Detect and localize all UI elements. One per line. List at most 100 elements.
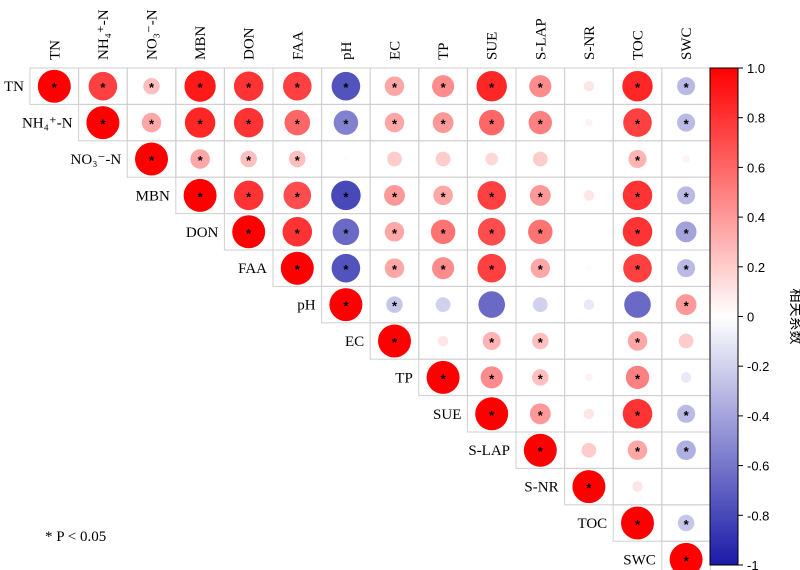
correlation-circle xyxy=(583,408,595,420)
colorbar-tick-label: 0.2 xyxy=(747,260,765,275)
correlation-circle xyxy=(283,181,312,210)
significance-star: * xyxy=(100,80,106,95)
significance-star: * xyxy=(392,117,398,132)
correlation-circle xyxy=(675,221,697,243)
correlation-circle xyxy=(585,118,593,127)
colorbar-tick-label: 0 xyxy=(747,310,754,325)
significance-star: * xyxy=(684,262,690,277)
correlation-circle xyxy=(477,181,506,210)
significance-star: * xyxy=(100,117,106,132)
correlation-circle xyxy=(621,506,654,540)
colorbar-tick-label: -0.6 xyxy=(747,459,769,474)
significance-star: * xyxy=(635,335,641,350)
significance-star: * xyxy=(246,117,252,132)
correlation-circle xyxy=(677,186,696,205)
significance-star: * xyxy=(538,335,544,350)
correlation-circle xyxy=(331,180,361,211)
significance-star: * xyxy=(198,189,204,204)
significance-star: * xyxy=(684,408,690,423)
significance-star: * xyxy=(246,153,252,168)
correlation-circle xyxy=(586,265,592,271)
correlation-circle xyxy=(622,217,653,247)
correlation-circle xyxy=(677,77,696,96)
significance-star: * xyxy=(392,189,398,204)
significance-star: * xyxy=(684,226,690,241)
correlation-circle xyxy=(528,110,552,135)
correlation-circle xyxy=(485,152,499,166)
significance-star: * xyxy=(198,80,204,95)
significance-star: * xyxy=(52,80,58,95)
significance-star: * xyxy=(343,80,349,95)
significance-star: * xyxy=(343,117,349,132)
significance-star: * xyxy=(295,117,301,132)
correlation-circle xyxy=(482,331,501,351)
column-label: S-LAP xyxy=(533,18,549,60)
significance-star: * xyxy=(684,80,690,95)
correlation-circle xyxy=(435,151,451,167)
colorbar-gradient xyxy=(709,67,739,566)
significance-star: * xyxy=(684,189,690,204)
correlation-circle xyxy=(532,151,548,167)
significance-star: * xyxy=(441,117,447,132)
correlation-circle xyxy=(135,142,168,176)
significance-star: * xyxy=(198,153,204,168)
correlation-circle xyxy=(480,366,503,389)
correlation-circle xyxy=(669,542,703,570)
correlation-circle xyxy=(430,219,456,245)
correlation-circle xyxy=(190,149,210,169)
correlation-circle xyxy=(583,299,595,310)
correlation-circle xyxy=(437,335,449,347)
correlation-circle xyxy=(623,108,652,137)
row-label: pH xyxy=(297,298,316,314)
significance-star: * xyxy=(538,189,544,204)
correlation-circle xyxy=(283,71,312,101)
correlation-circle xyxy=(476,70,507,102)
correlation-circle xyxy=(678,333,694,349)
significance-star: * xyxy=(198,117,204,132)
significance-star: * xyxy=(635,117,641,132)
colorbar-tick-label: -0.8 xyxy=(747,508,769,523)
correlation-circle xyxy=(632,481,643,492)
significance-star: * xyxy=(684,444,690,459)
significance-star: * xyxy=(441,80,447,95)
colorbar-tick-label: -0.4 xyxy=(747,409,769,424)
colorbar-title: 相关系数 xyxy=(787,289,800,345)
colorbar-tick-label: 0.6 xyxy=(747,160,765,175)
row-label: NO₃⁻-N xyxy=(71,152,122,168)
correlation-circle xyxy=(478,109,505,136)
correlation-circle xyxy=(676,440,696,460)
correlation-circle xyxy=(280,251,314,285)
correlation-circle xyxy=(532,369,549,386)
significance-star: * xyxy=(635,153,641,168)
significance-star: * xyxy=(343,262,349,277)
significance-star: * xyxy=(489,189,495,204)
correlation-circle xyxy=(475,397,509,431)
correlation-circle xyxy=(622,70,653,102)
row-labels: TN NH₄⁺-N NO₃⁻-N MBN DON FAA pH EC TP SUE S-LAP S-N… xyxy=(4,79,656,568)
correlation-circle xyxy=(37,69,71,103)
correlation-circle xyxy=(378,324,411,358)
column-label: FAA xyxy=(290,31,306,60)
correlation-circle xyxy=(333,110,359,135)
column-label: TN xyxy=(47,40,63,60)
correlation-circle xyxy=(622,399,653,429)
correlation-circle xyxy=(532,297,548,312)
correlation-circle xyxy=(530,258,551,278)
correlation-circle xyxy=(240,150,257,168)
grid-cell xyxy=(661,467,711,506)
correlation-circle xyxy=(585,373,593,382)
significance-star: * xyxy=(295,80,301,95)
correlation-circle xyxy=(433,185,453,206)
significance-star: * xyxy=(441,226,447,241)
correlation-circle xyxy=(384,76,405,96)
correlation-circle xyxy=(284,109,311,136)
significance-star: * xyxy=(635,262,641,277)
significance-star: * xyxy=(684,553,690,568)
colorbar: 1.0 0.8 0.6 0.4 0.2 0 -0.2 -0.4 -0.6 -0.8 -1 相关系数 xyxy=(709,61,800,570)
colorbar-tick-label: 1.0 xyxy=(747,61,765,76)
correlation-circle xyxy=(343,156,349,162)
row-label: MBN xyxy=(136,188,170,204)
correlation-circle xyxy=(88,71,118,101)
correlation-circle xyxy=(426,360,460,394)
column-label: NO₃⁻-N xyxy=(145,9,161,60)
